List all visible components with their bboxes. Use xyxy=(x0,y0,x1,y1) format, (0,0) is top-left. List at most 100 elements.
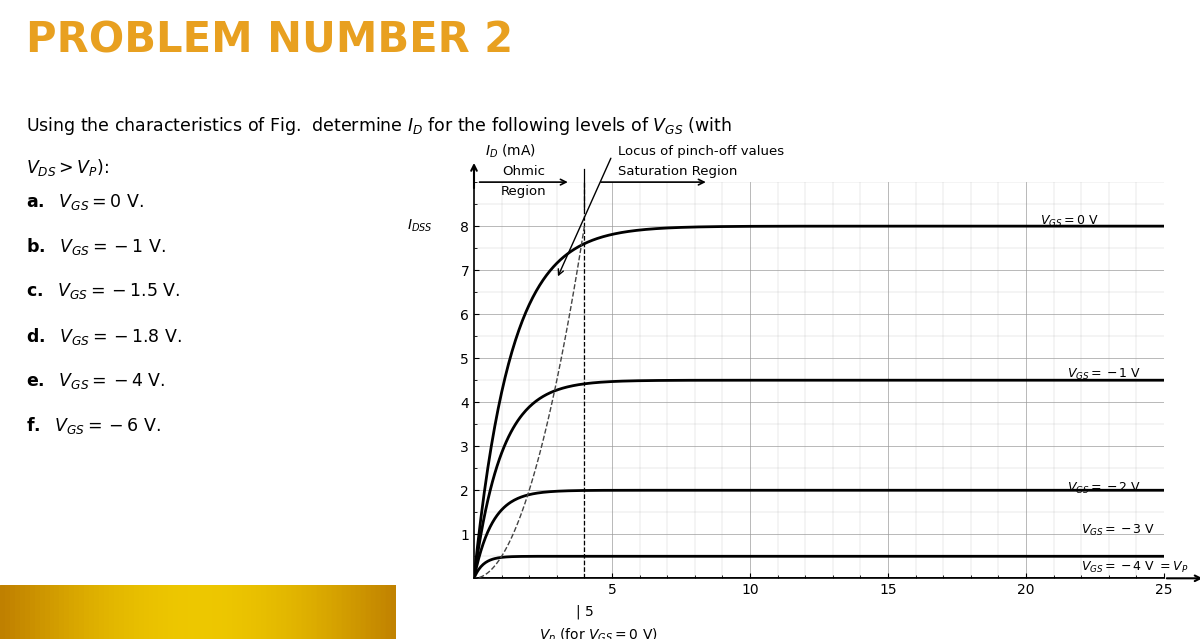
Bar xyxy=(208,585,214,639)
Bar xyxy=(168,585,174,639)
Bar xyxy=(272,585,277,639)
Bar xyxy=(40,585,44,639)
Text: $V_{GS} = 0$ V: $V_{GS} = 0$ V xyxy=(1040,214,1099,229)
Text: Using the characteristics of Fig.  determine $I_D$ for the following levels of $: Using the characteristics of Fig. determ… xyxy=(26,115,732,137)
Bar xyxy=(30,585,35,639)
Bar xyxy=(139,585,144,639)
Bar xyxy=(263,585,268,639)
Bar xyxy=(361,585,367,639)
Bar xyxy=(238,585,242,639)
Bar xyxy=(10,585,16,639)
Bar xyxy=(326,585,332,639)
Bar xyxy=(277,585,282,639)
Text: Region: Region xyxy=(500,185,546,197)
Text: $V_{GS} = -3$ V: $V_{GS} = -3$ V xyxy=(1081,523,1156,538)
Bar xyxy=(331,585,337,639)
Bar xyxy=(252,585,258,639)
Text: $\mathbf{c.}$  $V_{GS} = -1.5$ V.: $\mathbf{c.}$ $V_{GS} = -1.5$ V. xyxy=(26,281,180,301)
Bar xyxy=(19,585,25,639)
Bar xyxy=(163,585,169,639)
Bar xyxy=(287,585,293,639)
Bar xyxy=(268,585,272,639)
Bar xyxy=(203,585,209,639)
Bar xyxy=(124,585,130,639)
Bar xyxy=(258,585,263,639)
Bar xyxy=(282,585,288,639)
Text: $\vert$ 5: $\vert$ 5 xyxy=(575,603,594,620)
Text: $V_{GS} = -4$ V $= V_P$: $V_{GS} = -4$ V $= V_P$ xyxy=(1081,560,1189,575)
Bar xyxy=(35,585,40,639)
Bar xyxy=(356,585,361,639)
Bar xyxy=(133,585,139,639)
Bar xyxy=(382,585,386,639)
Bar xyxy=(54,585,60,639)
Bar xyxy=(342,585,347,639)
Bar xyxy=(79,585,84,639)
Bar xyxy=(154,585,158,639)
Bar xyxy=(336,585,342,639)
Text: Locus of pinch-off values: Locus of pinch-off values xyxy=(618,145,784,158)
Bar xyxy=(212,585,218,639)
Bar xyxy=(5,585,11,639)
Text: $\mathbf{a.}$  $V_{GS} = 0$ V.: $\mathbf{a.}$ $V_{GS} = 0$ V. xyxy=(26,192,144,212)
Bar xyxy=(84,585,90,639)
Bar xyxy=(292,585,298,639)
Bar xyxy=(49,585,55,639)
Text: Saturation Region: Saturation Region xyxy=(618,165,737,178)
Text: $V_{DS} > V_P$):: $V_{DS} > V_P$): xyxy=(26,157,109,178)
Bar xyxy=(322,585,328,639)
Bar xyxy=(198,585,203,639)
Text: $V_{GS} = -2$ V: $V_{GS} = -2$ V xyxy=(1068,481,1141,496)
Bar xyxy=(302,585,307,639)
Bar xyxy=(233,585,238,639)
Bar xyxy=(223,585,228,639)
Bar xyxy=(228,585,233,639)
Bar xyxy=(347,585,352,639)
Bar xyxy=(366,585,372,639)
Bar xyxy=(377,585,382,639)
Text: Ohmic: Ohmic xyxy=(502,165,545,178)
Bar xyxy=(218,585,223,639)
Bar xyxy=(173,585,179,639)
Bar xyxy=(193,585,198,639)
Bar xyxy=(89,585,95,639)
Text: $V_{GS} = -1$ V: $V_{GS} = -1$ V xyxy=(1068,367,1141,383)
Text: PROBLEM NUMBER 2: PROBLEM NUMBER 2 xyxy=(26,19,514,61)
Bar xyxy=(158,585,163,639)
Text: $\mathbf{d.}$  $V_{GS} = -1.8$ V.: $\mathbf{d.}$ $V_{GS} = -1.8$ V. xyxy=(26,326,182,347)
Text: $\mathbf{f.}$  $V_{GS} = -6$ V.: $\mathbf{f.}$ $V_{GS} = -6$ V. xyxy=(26,415,161,436)
Text: $\mathbf{e.}$  $V_{GS} = -4$ V.: $\mathbf{e.}$ $V_{GS} = -4$ V. xyxy=(26,371,166,390)
Bar xyxy=(352,585,356,639)
Bar xyxy=(44,585,50,639)
Bar xyxy=(298,585,302,639)
Bar xyxy=(0,585,5,639)
Text: $V_p$ (for $V_{GS} = 0$ V): $V_p$ (for $V_{GS} = 0$ V) xyxy=(539,627,658,639)
Bar xyxy=(386,585,391,639)
Bar xyxy=(247,585,253,639)
Text: $I_D$ (mA): $I_D$ (mA) xyxy=(485,142,536,160)
Bar xyxy=(104,585,109,639)
Bar xyxy=(184,585,188,639)
Bar xyxy=(149,585,154,639)
Bar xyxy=(317,585,322,639)
Bar xyxy=(14,585,20,639)
Bar xyxy=(114,585,119,639)
Text: $\mathbf{b.}$  $V_{GS} = -1$ V.: $\mathbf{b.}$ $V_{GS} = -1$ V. xyxy=(26,236,166,258)
Bar xyxy=(74,585,79,639)
Bar xyxy=(188,585,193,639)
Bar xyxy=(242,585,248,639)
Bar xyxy=(70,585,74,639)
Bar xyxy=(371,585,377,639)
Bar xyxy=(307,585,312,639)
Bar xyxy=(119,585,124,639)
Bar xyxy=(109,585,114,639)
Bar xyxy=(60,585,65,639)
Bar xyxy=(391,585,396,639)
Bar xyxy=(98,585,104,639)
Text: $I_{DSS}$: $I_{DSS}$ xyxy=(407,218,433,235)
Bar xyxy=(128,585,134,639)
Bar xyxy=(179,585,184,639)
Bar xyxy=(25,585,30,639)
Bar xyxy=(65,585,70,639)
Bar xyxy=(312,585,317,639)
